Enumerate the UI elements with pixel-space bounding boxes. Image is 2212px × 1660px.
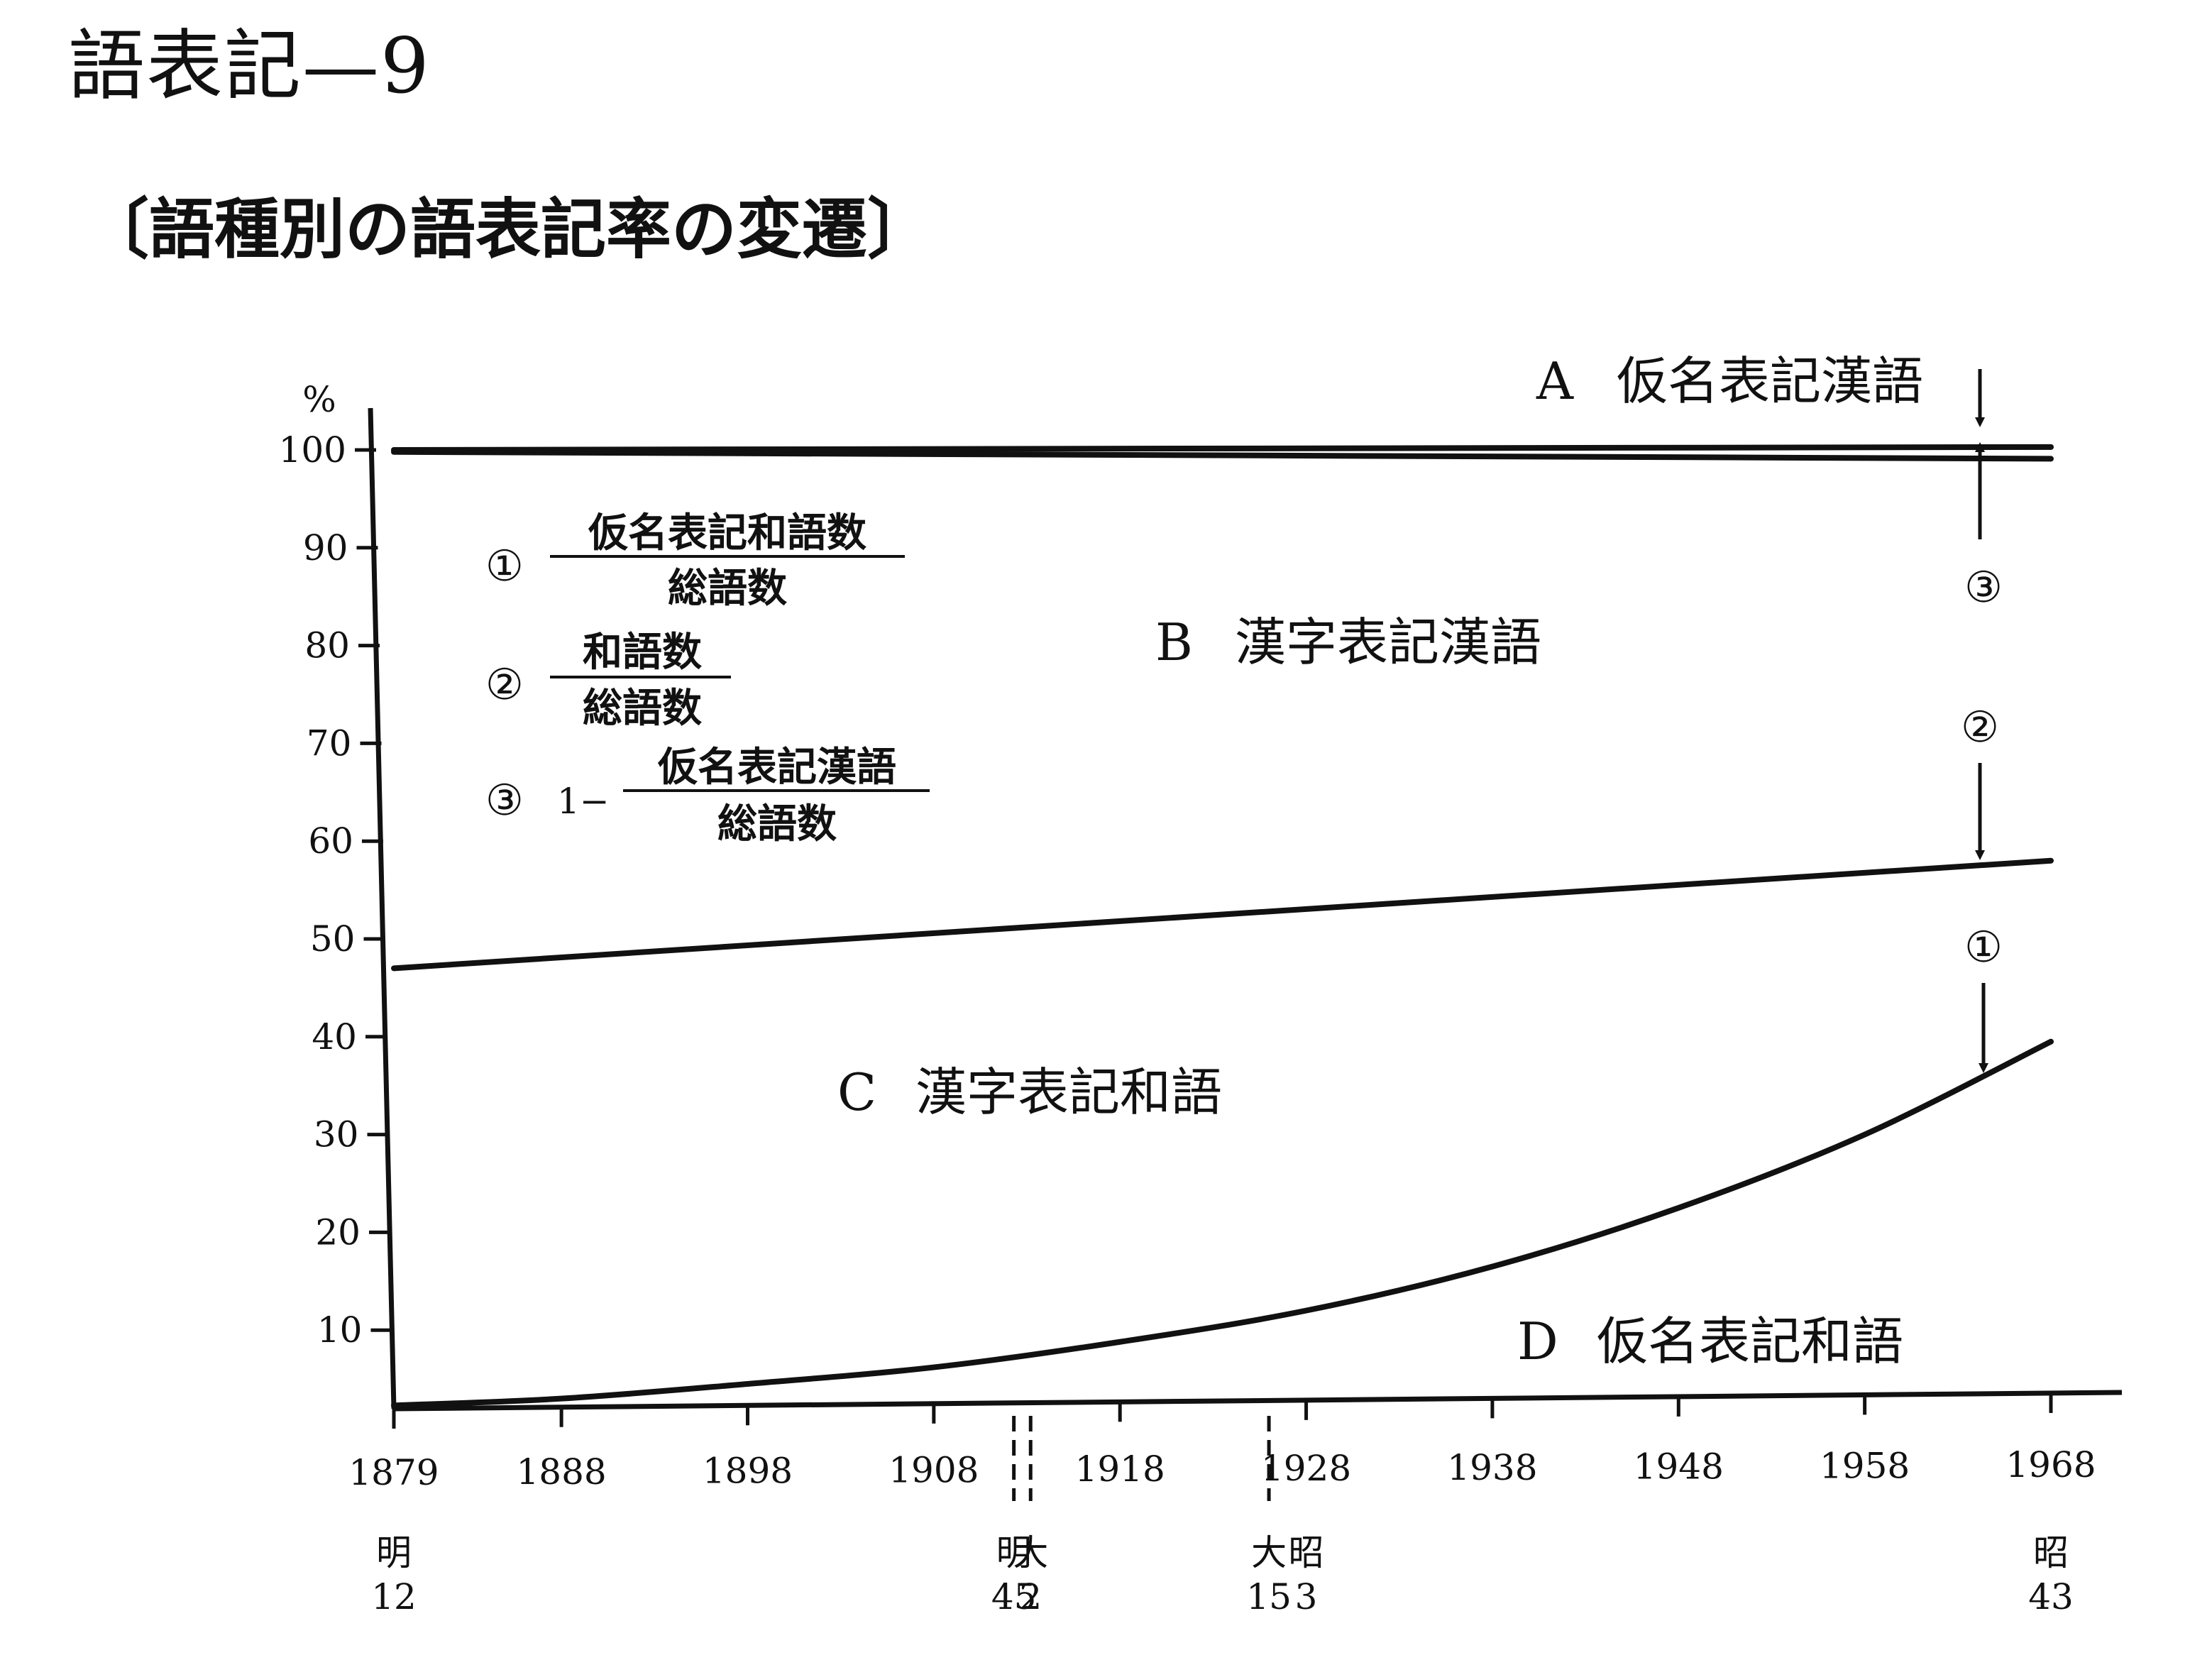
y-tick-label-80: 80 <box>304 625 350 666</box>
formula-2: ② 和語数 総語数 <box>485 630 731 732</box>
formula-numerator-1: 仮名表記和語数 <box>588 510 866 556</box>
era-label-2-1: 2 <box>1019 1576 1042 1617</box>
era-label-4-0: 昭 <box>1289 1532 1324 1573</box>
region-label-c: C 漢字表記和語 <box>837 1062 1222 1122</box>
arrow-label-2: ② <box>1961 703 1999 752</box>
x-tick-label-1928: 1928 <box>1261 1448 1351 1489</box>
y-tick-label-30: 30 <box>314 1114 359 1155</box>
era-label-5-1: 43 <box>2028 1576 2074 1617</box>
formula-marker-3: ③ <box>485 776 524 825</box>
era-label-5-0: 昭 <box>2033 1532 2069 1573</box>
y-tick-label-90: 90 <box>303 527 348 568</box>
era-label-0-1: 12 <box>371 1576 417 1617</box>
formula-marker-1: ① <box>485 542 524 591</box>
x-tick-label-1898: 1898 <box>703 1451 793 1492</box>
region-letter-d: D <box>1517 1312 1558 1371</box>
x-tick-label-1918: 1918 <box>1075 1449 1165 1490</box>
era-label-1-0: 明 <box>996 1532 1032 1573</box>
y-tick-label-70: 70 <box>307 722 352 764</box>
formula-numerator-2: 和語数 <box>583 630 702 676</box>
x-tick-label-1938: 1938 <box>1447 1447 1537 1488</box>
era-label-3-1: 15 <box>1246 1576 1292 1617</box>
x-tick-label-1879: 1879 <box>348 1452 439 1493</box>
x-tick-label-1948: 1948 <box>1634 1446 1724 1488</box>
chart-title: 〔語種別の語表記率の変遷〕 <box>84 192 933 268</box>
formula-1: ① 仮名表記和語数 総語数 <box>485 510 905 612</box>
region-letter-b: B <box>1155 612 1193 672</box>
x-tick-label-1888: 1888 <box>516 1451 606 1493</box>
arrow-label-1: ① <box>1964 923 2003 972</box>
y-axis <box>368 407 397 1409</box>
y-tick-label-40: 40 <box>312 1016 357 1057</box>
region-text-a: 仮名表記漢語 <box>1617 351 1923 411</box>
era-label-0-0: 明 <box>376 1532 412 1573</box>
series-line-3 <box>391 857 2054 972</box>
x-axis <box>393 1390 2123 1412</box>
formula-denominator-3: 総語数 <box>717 801 837 847</box>
formula-numerator-3: 仮名表記漢語 <box>657 744 896 791</box>
x-tick-label-1958: 1958 <box>1820 1445 1910 1486</box>
y-tick-label-20: 20 <box>315 1211 361 1253</box>
x-tick-label-1908: 1908 <box>888 1449 979 1490</box>
series-line-1 <box>391 444 2054 453</box>
arrow-marker-2: ② <box>1961 703 1999 860</box>
formula-prefix-3: 1− <box>557 781 610 822</box>
region-text-d: 仮名表記和語 <box>1597 1312 1903 1371</box>
region-text-c: 漢字表記和語 <box>915 1062 1222 1122</box>
region-letter-c: C <box>837 1062 876 1122</box>
region-letter-a: A <box>1536 351 1574 411</box>
formula-denominator-1: 総語数 <box>668 566 787 612</box>
formula-marker-2: ② <box>485 660 524 710</box>
y-tick-label-50: 50 <box>310 918 356 960</box>
arrow-marker-3: ③ <box>1964 369 2003 612</box>
region-text-b: 漢字表記漢語 <box>1235 612 1541 672</box>
region-label-b: B 漢字表記漢語 <box>1155 612 1541 672</box>
series-line-2 <box>391 449 2054 462</box>
y-tick-label-100: 100 <box>279 429 346 471</box>
arrow-label-3: ③ <box>1964 563 2003 612</box>
page-title: 語表記—9 <box>68 22 431 111</box>
region-label-d: D 仮名表記和語 <box>1517 1312 1903 1371</box>
formula-3: ③ 1− 仮名表記漢語 総語数 <box>485 744 930 847</box>
y-tick-label-10: 10 <box>317 1309 363 1351</box>
era-label-4-1: 3 <box>1295 1576 1318 1617</box>
y-tick-label-60: 60 <box>308 820 353 862</box>
region-label-a: A 仮名表記漢語 <box>1536 351 1923 411</box>
x-tick-label-1968: 1968 <box>2005 1444 2096 1485</box>
series-line-4 <box>391 1038 2054 1409</box>
era-label-3-0: 大 <box>1251 1532 1287 1573</box>
y-unit-label: % <box>302 379 336 420</box>
arrow-marker-1: ① <box>1964 923 2003 1073</box>
era-label-1-1: 45 <box>991 1576 1037 1617</box>
formula-denominator-2: 総語数 <box>583 686 702 732</box>
era-label-2-0: 大 <box>1013 1532 1048 1573</box>
